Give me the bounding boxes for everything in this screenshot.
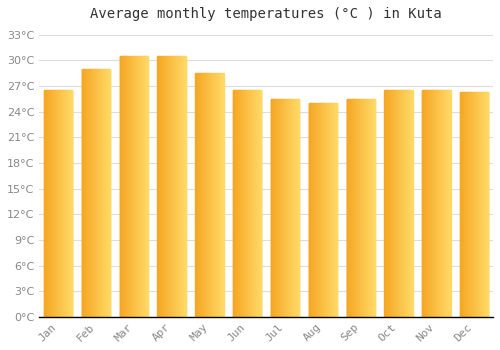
Title: Average monthly temperatures (°C ) in Kuta: Average monthly temperatures (°C ) in Ku… xyxy=(90,7,442,21)
